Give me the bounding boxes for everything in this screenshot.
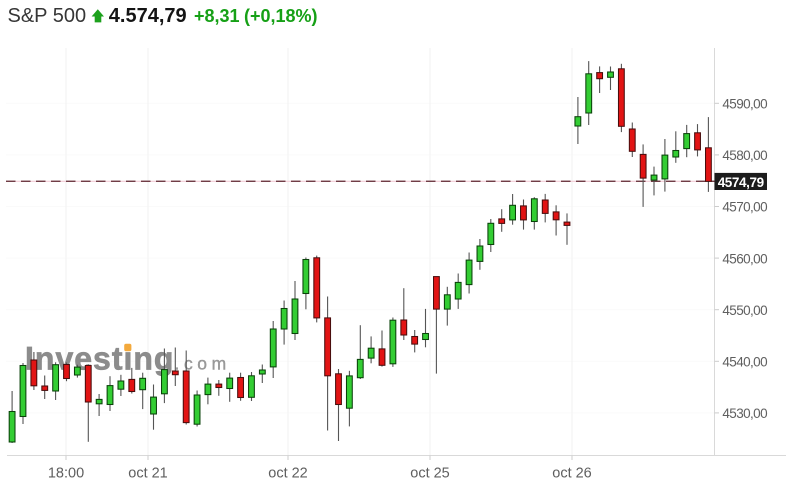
svg-text:4590,00: 4590,00 (722, 97, 767, 112)
svg-text:4574,79: 4574,79 (718, 175, 764, 190)
svg-text:oct 26: oct 26 (552, 466, 592, 482)
svg-text:4530,00: 4530,00 (722, 406, 767, 421)
svg-text:.com: .com (175, 354, 231, 374)
svg-text:+8,31: +8,31 (194, 6, 240, 26)
svg-text:4560,00: 4560,00 (722, 251, 767, 266)
svg-text:oct 25: oct 25 (410, 466, 450, 482)
svg-text:(+0,18%): (+0,18%) (244, 6, 318, 26)
svg-text:oct 22: oct 22 (268, 466, 308, 482)
svg-text:S&P 500: S&P 500 (8, 5, 87, 27)
svg-text:Investıng: Investıng (25, 341, 174, 377)
svg-text:4570,00: 4570,00 (722, 200, 767, 215)
svg-text:18:00: 18:00 (48, 466, 84, 482)
svg-text:4.574,79: 4.574,79 (109, 5, 187, 27)
svg-text:4540,00: 4540,00 (722, 355, 767, 370)
svg-text:oct 21: oct 21 (128, 466, 168, 482)
svg-text:4580,00: 4580,00 (722, 148, 767, 163)
svg-text:4550,00: 4550,00 (722, 303, 767, 318)
